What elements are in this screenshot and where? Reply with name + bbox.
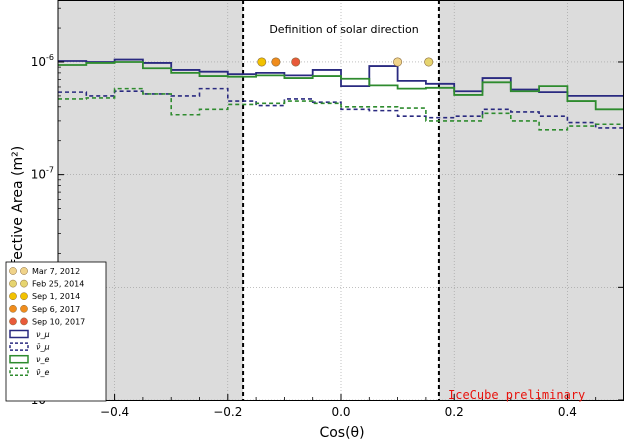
y-tick-label: 10-7: [31, 166, 54, 182]
legend-label: Sep 1, 2014: [32, 292, 80, 301]
legend-event-marker: [20, 267, 28, 275]
x-tick-label: 0.2: [445, 405, 464, 419]
legend-event-marker: [9, 317, 17, 326]
x-tick-label: 0.4: [558, 405, 577, 419]
series-lines: [58, 58, 624, 131]
x-tick-label: −0.4: [100, 405, 129, 419]
tick-exponent: -7: [46, 166, 54, 175]
legend-event-marker: [9, 267, 17, 275]
series-line: [58, 61, 624, 111]
legend: Mar 7, 2012 Feb 25, 2014 Sep 1, 2014 Sep 6,…: [5, 261, 107, 402]
legend-event-marker: [9, 304, 17, 313]
legend-event-marker: [20, 292, 28, 301]
solar-direction-boundaries: [242, 0, 440, 400]
legend-event-marker: [20, 279, 28, 288]
legend-items: Mar 7, 2012 Feb 25, 2014 Sep 1, 2014 Sep 6,…: [9, 267, 85, 377]
y-tick-label: 10-6: [31, 53, 54, 69]
legend-event-marker: [9, 279, 17, 288]
legend-label: Sep 10, 2017: [32, 317, 85, 326]
series-line: [58, 87, 624, 131]
x-tick-label: 0.0: [331, 405, 350, 419]
event-marker: [291, 57, 301, 67]
legend-series-swatch: [9, 342, 29, 351]
tick-base: 10: [31, 55, 46, 69]
legend-label: Sep 6, 2017: [32, 305, 80, 314]
x-tick-labels: −0.4 −0.2 0.0 0.2 0.4: [100, 405, 577, 419]
shaded-region: [438, 0, 624, 400]
preliminary-label: IceCube preliminary: [448, 388, 585, 402]
legend-event-marker: [9, 292, 17, 301]
legend-label: Mar 7, 2012: [32, 267, 80, 276]
tick-exponent: -6: [46, 53, 54, 62]
event-marker: [393, 57, 403, 67]
legend-event-marker: [20, 317, 28, 326]
x-axis-title: Cos(θ): [319, 425, 364, 441]
legend-series-swatch: [9, 354, 29, 364]
legend-series-swatch: [9, 329, 29, 339]
legend-label: Feb 25, 2014: [32, 280, 84, 289]
legend-label: ν̄_μ: [36, 343, 50, 352]
y-axis-title: Effective Area (m²): [10, 146, 26, 278]
legend-event-marker: [20, 304, 28, 313]
series-line: [58, 87, 624, 129]
legend-label: ν_e: [36, 355, 49, 364]
region-annotation: Definition of solar direction: [269, 23, 418, 36]
event-marker: [271, 57, 281, 67]
tick-base: 10: [31, 168, 46, 182]
event-markers: [257, 57, 434, 67]
event-marker: [257, 57, 267, 67]
x-tick-label: −0.2: [213, 405, 242, 419]
legend-series-swatch: [9, 367, 29, 377]
legend-label: ν̄_e: [36, 368, 49, 377]
legend-label: ν_μ: [36, 330, 50, 339]
event-marker: [424, 57, 434, 67]
